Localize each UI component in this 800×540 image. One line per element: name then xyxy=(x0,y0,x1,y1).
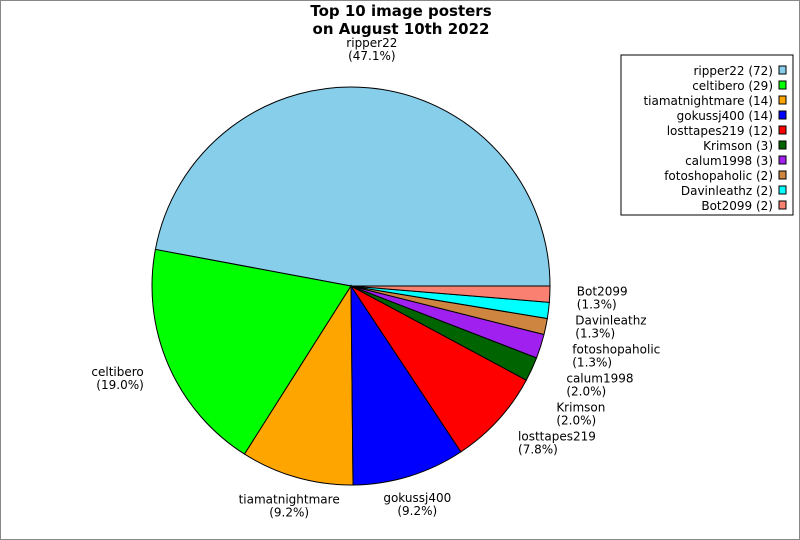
legend-swatch xyxy=(778,200,787,210)
pie-slice-ripper22 xyxy=(154,86,551,287)
slice-percent-label: (47.1%) xyxy=(348,49,395,63)
slice-percent-label: (1.3%) xyxy=(575,326,615,340)
slice-percent-label: (7.8%) xyxy=(518,442,558,456)
slice-label: calum1998 xyxy=(566,371,633,385)
slice-label: Davinleathz xyxy=(575,313,646,327)
slice-percent-label: (1.3%) xyxy=(572,355,612,369)
legend-swatch xyxy=(778,80,787,90)
legend-swatch xyxy=(778,125,787,135)
legend-entry: calum1998 (3) xyxy=(685,154,773,168)
legend-swatch xyxy=(778,65,787,75)
legend-entry: Bot2099 (2) xyxy=(701,199,773,213)
pie-slice-tiamatnightmare xyxy=(243,284,354,486)
pie-slice-Bot2099 xyxy=(350,285,551,303)
legend-entry: ripper22 (72) xyxy=(693,64,773,78)
legend-entry: celtibero (29) xyxy=(692,79,773,93)
pie-slice-gokussj400 xyxy=(350,284,462,486)
slice-label: gokussj400 xyxy=(383,491,451,505)
legend-swatch xyxy=(778,185,787,195)
slice-label: celtibero xyxy=(91,365,143,379)
slice-percent-label: (19.0%) xyxy=(96,378,143,392)
pie-slice-celtibero xyxy=(151,248,352,455)
legend-entry: Krimson (3) xyxy=(703,139,773,153)
legend-entry: Davinleathz (2) xyxy=(681,184,773,198)
slice-label: losttapes219 xyxy=(518,429,596,443)
slice-percent-label: (9.2%) xyxy=(397,504,437,518)
legend-entry: gokussj400 (14) xyxy=(677,109,773,123)
legend-entry: losttapes219 (12) xyxy=(667,124,773,138)
slice-percent-label: (1.3%) xyxy=(577,297,617,311)
legend-box xyxy=(620,54,794,216)
slice-percent-label: (2.0%) xyxy=(556,413,596,427)
legend: ripper22 (72)celtibero (29)tiamatnightma… xyxy=(620,54,794,216)
chart-title-line-1: Top 10 image posters xyxy=(310,2,491,20)
legend-entry: fotoshopaholic (2) xyxy=(664,169,773,183)
legend-swatch xyxy=(778,170,787,180)
legend-swatch xyxy=(778,95,787,105)
slice-label: ripper22 xyxy=(346,36,397,50)
legend-swatch xyxy=(778,110,787,120)
slice-label: fotoshopaholic xyxy=(572,342,660,356)
legend-swatch xyxy=(778,140,787,150)
legend-swatch xyxy=(778,155,787,165)
slice-label: Krimson xyxy=(556,400,605,414)
slice-percent-label: (2.0%) xyxy=(566,384,606,398)
pie-slice-losttapes219 xyxy=(350,285,527,453)
slice-percent-label: (9.2%) xyxy=(269,505,309,519)
chart-title-line-2: on August 10th 2022 xyxy=(313,20,490,38)
slice-label: tiamatnightmare xyxy=(239,492,340,506)
slice-label: Bot2099 xyxy=(577,284,628,298)
legend-entry: tiamatnightmare (14) xyxy=(643,94,773,108)
